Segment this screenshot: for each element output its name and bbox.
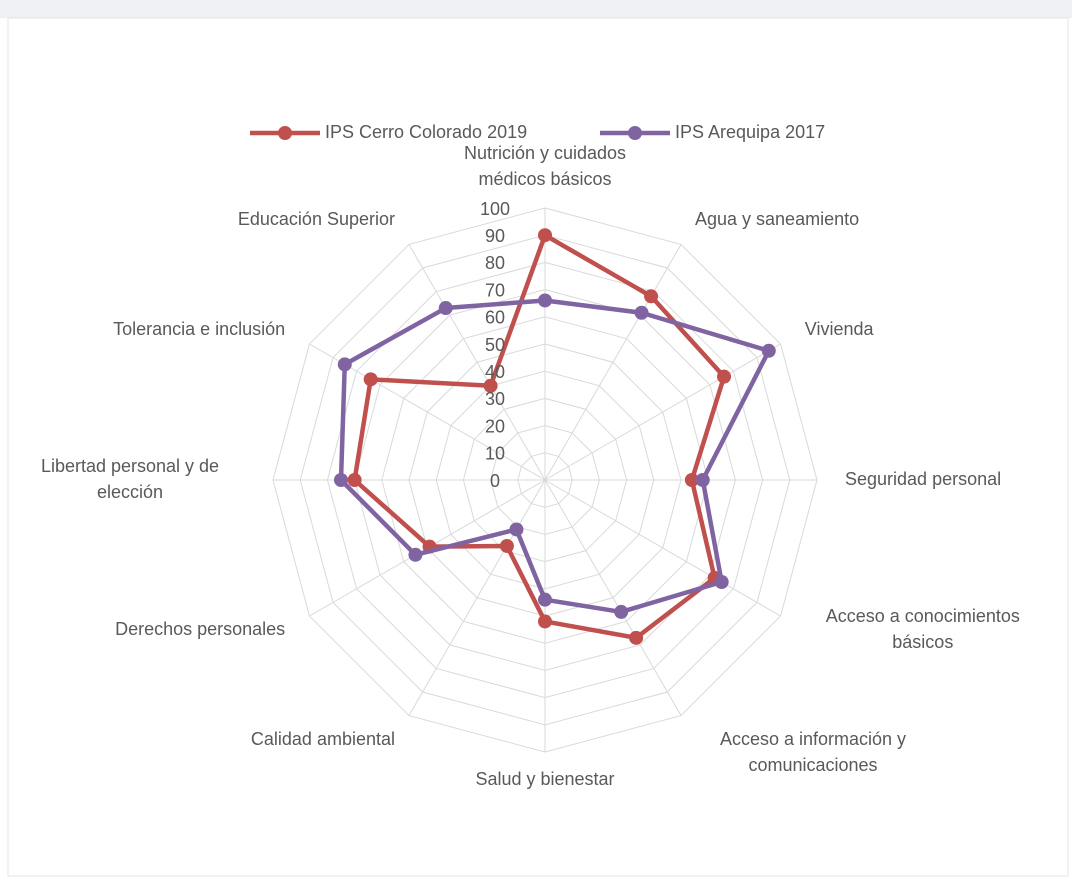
- legend-marker: [278, 126, 292, 140]
- data-point: [538, 614, 552, 629]
- chart-area: [7, 17, 1069, 877]
- data-point: [684, 473, 699, 487]
- r-tick-label: 50: [485, 335, 505, 355]
- data-point: [614, 604, 629, 619]
- spoke: [544, 479, 682, 716]
- data-point: [438, 301, 453, 316]
- category-label: Tolerancia e inclusión: [113, 319, 285, 339]
- r-tick-label: 100: [480, 199, 510, 219]
- category-label: Calidad ambiental: [251, 729, 395, 749]
- r-tick-label: 60: [485, 308, 505, 328]
- data-point: [538, 592, 552, 607]
- category-label: Acceso a conocimientos básicos: [826, 606, 1020, 652]
- category-label: Derechos personales: [115, 619, 285, 639]
- data-point: [499, 538, 514, 553]
- spoke: [544, 244, 682, 481]
- data-point: [347, 473, 362, 487]
- r-tick-label: 40: [485, 362, 505, 382]
- data-point: [363, 372, 378, 387]
- spoke: [544, 343, 781, 481]
- data-point: [695, 473, 710, 487]
- r-tick-label: 10: [485, 444, 505, 464]
- category-label: Educación Superior: [238, 209, 395, 229]
- category-label: Salud y bienestar: [475, 769, 614, 789]
- r-tick-label: 70: [485, 280, 505, 300]
- legend-marker: [628, 126, 642, 140]
- r-tick-label: 90: [485, 226, 505, 246]
- data-point: [629, 630, 644, 645]
- category-label: Nutrición y cuidados médicos básicos: [464, 143, 626, 189]
- spoke: [408, 244, 546, 481]
- r-tick-label: 80: [485, 253, 505, 273]
- data-point: [717, 369, 732, 384]
- category-label: Agua y saneamiento: [695, 209, 859, 229]
- legend-label: IPS Arequipa 2017: [675, 122, 825, 142]
- spoke: [408, 479, 546, 716]
- data-point: [483, 378, 498, 393]
- data-point: [408, 547, 423, 562]
- spoke: [544, 479, 781, 617]
- data-point: [634, 305, 649, 320]
- data-point: [644, 289, 659, 304]
- category-label: Seguridad personal: [845, 469, 1001, 489]
- r-tick-label: 0: [490, 471, 500, 491]
- data-point: [714, 575, 729, 589]
- data-point: [538, 228, 552, 243]
- data-point: [337, 357, 352, 372]
- top-strip: [0, 0, 1072, 18]
- r-tick-label: 20: [485, 416, 505, 436]
- data-point: [509, 522, 524, 537]
- category-label: Acceso a información y comunicaciones: [720, 729, 906, 775]
- r-tick-label: 30: [485, 389, 505, 409]
- data-point: [538, 293, 552, 308]
- category-label: Vivienda: [805, 319, 875, 339]
- category-label: Libertad personal y de elección: [41, 456, 219, 502]
- data-point: [334, 473, 348, 487]
- data-point: [761, 343, 776, 358]
- legend-label: IPS Cerro Colorado 2019: [325, 122, 527, 142]
